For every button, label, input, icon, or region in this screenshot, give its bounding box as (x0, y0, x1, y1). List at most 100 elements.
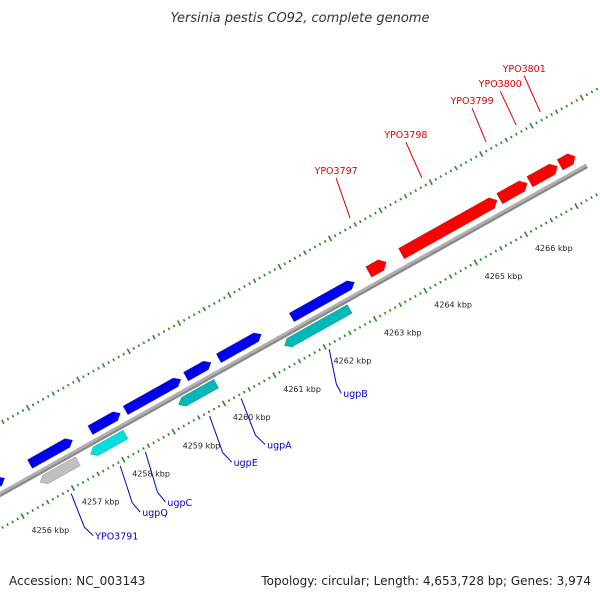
scale-label: 4259 kbp (183, 441, 221, 450)
tick-mark (372, 315, 378, 322)
tick-mark (383, 311, 387, 315)
tick-mark (322, 344, 327, 351)
tick-mark (192, 418, 196, 422)
gene-arrow[interactable] (122, 377, 182, 416)
scale-label: 4256 kbp (32, 526, 70, 535)
tick-mark (595, 87, 599, 91)
tick-mark (176, 320, 182, 327)
tick-mark (534, 227, 538, 231)
tick-mark (499, 141, 503, 145)
tick-mark (242, 390, 246, 394)
tick-mark (91, 475, 95, 479)
tick-mark (21, 409, 25, 413)
tick-mark (364, 217, 367, 221)
tick-mark (478, 150, 484, 157)
tick-mark (217, 404, 221, 408)
tick-mark (237, 393, 241, 397)
scale-label: 4257 kbp (82, 498, 120, 507)
tick-mark (122, 352, 126, 356)
gene-arrow[interactable] (215, 332, 262, 364)
gene-arrow-ypo3799[interactable] (496, 180, 528, 205)
gene-label-ugpe[interactable]: ugpE (234, 458, 258, 469)
gene-label-ypo3801[interactable]: YPO3801 (502, 64, 546, 75)
gene-arrow-ypo3798[interactable] (398, 197, 498, 260)
gene-arrow[interactable] (288, 280, 355, 323)
tick-mark (308, 353, 311, 357)
tick-mark (509, 241, 513, 245)
gene-arrow-ugpb[interactable] (283, 304, 353, 348)
gene-label-ypo3791[interactable]: YPO3791 (94, 532, 138, 543)
gene-label-ugpc[interactable]: ugpC (167, 498, 192, 509)
gene-label-ugpb[interactable]: ugpB (343, 389, 368, 400)
tick-mark (515, 132, 518, 136)
gene-arrow-ugpq[interactable] (89, 429, 129, 456)
tick-mark (227, 399, 231, 403)
tick-mark (575, 98, 579, 102)
tick-mark (428, 179, 433, 186)
gene-arrow-ypo3800[interactable] (526, 163, 558, 188)
tick-mark (56, 494, 60, 498)
tick-mark (82, 375, 85, 379)
gene-arrow-ypo3791[interactable] (39, 456, 81, 485)
tick-mark (474, 155, 478, 159)
tick-mark (262, 379, 266, 383)
tick-mark (252, 385, 256, 388)
gene-label-ugpq[interactable]: ugpQ (142, 508, 168, 519)
leader-line (405, 141, 423, 179)
tick-mark (298, 253, 302, 257)
tick-mark (580, 201, 583, 205)
gene-arrow[interactable] (87, 411, 121, 436)
genome-backbone (0, 163, 589, 498)
gene-features[interactable] (0, 153, 576, 494)
tick-mark (146, 443, 151, 449)
tick-mark (157, 438, 160, 442)
tick-mark (595, 193, 598, 197)
tick-mark (25, 404, 31, 411)
tick-mark (570, 101, 574, 105)
tick-mark (72, 380, 75, 384)
gene-label-ypo3798[interactable]: YPO3798 (383, 130, 427, 141)
tick-mark (318, 348, 321, 352)
tick-mark (520, 129, 523, 133)
tick-mark (147, 338, 151, 342)
tick-mark (227, 291, 232, 298)
tick-mark (187, 316, 191, 319)
gene-arrow-ypo3801[interactable] (556, 153, 576, 171)
map-title: Yersinia pestis CO92, complete genome (171, 11, 430, 26)
tick-mark (126, 348, 131, 355)
tick-mark (394, 200, 397, 204)
tick-mark (539, 224, 543, 228)
gene-arrow[interactable] (26, 438, 74, 469)
gene-arrow[interactable] (0, 476, 6, 494)
gene-arrow-ypo3797[interactable] (365, 259, 387, 278)
leader-line (328, 349, 342, 394)
tick-mark (318, 242, 322, 246)
tick-mark (469, 263, 473, 267)
tick-mark (257, 382, 261, 386)
gene-label-ypo3800[interactable]: YPO3800 (478, 79, 522, 90)
tick-mark (544, 221, 548, 225)
tick-mark (293, 362, 296, 366)
tick-mark (327, 235, 333, 242)
tick-mark (343, 228, 347, 232)
tick-mark (1, 525, 4, 529)
tick-mark (26, 511, 30, 515)
tick-mark (197, 415, 201, 420)
inner-tick-row (1, 190, 600, 529)
gene-arrow[interactable] (182, 360, 212, 382)
tick-mark (549, 217, 554, 223)
tick-mark (76, 376, 81, 383)
gene-label-ugpa[interactable]: ugpA (267, 440, 292, 451)
tick-mark (273, 268, 277, 272)
tick-mark (514, 238, 518, 242)
tick-mark (66, 489, 70, 493)
tick-mark (207, 304, 211, 308)
gene-label-ypo3797[interactable]: YPO3797 (314, 166, 358, 177)
scale-label: 4258 kbp (132, 470, 170, 479)
gene-arrow-ugpe[interactable] (178, 378, 220, 407)
tick-mark (247, 386, 252, 392)
tick-mark (444, 277, 447, 281)
tick-mark (111, 463, 115, 467)
gene-label-ypo3799[interactable]: YPO3799 (449, 96, 493, 107)
